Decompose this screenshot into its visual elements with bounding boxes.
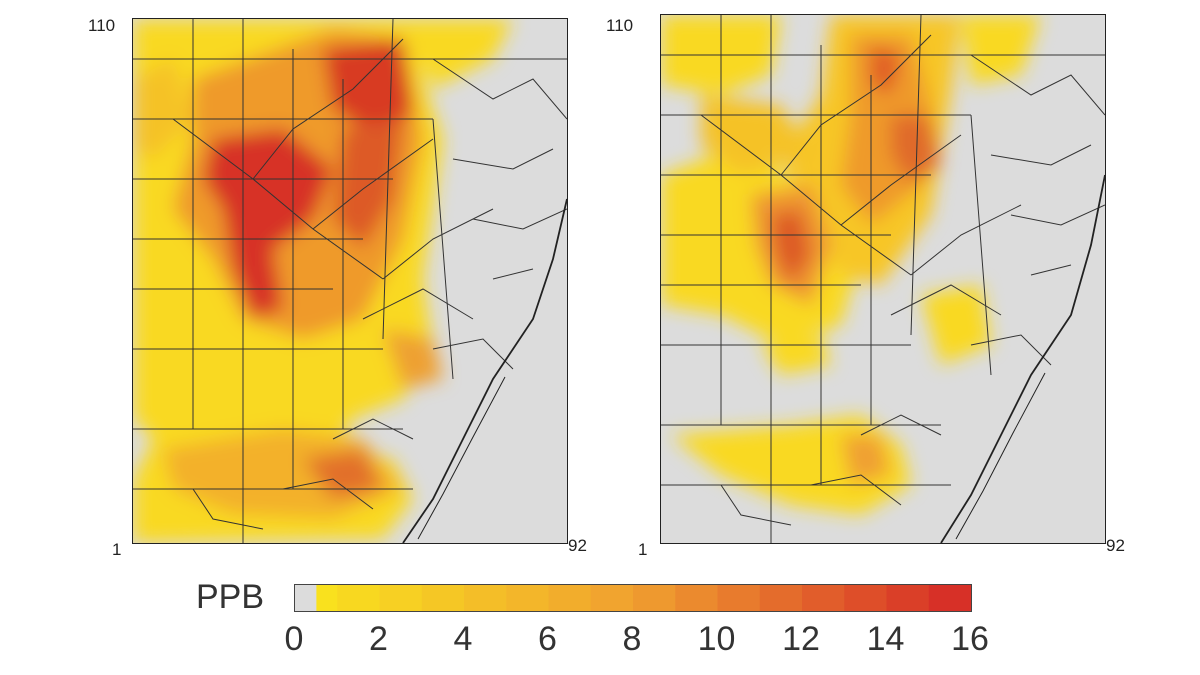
left-county-lines (133, 19, 567, 543)
legend-tick-label: 0 (284, 620, 304, 658)
legend-tick-label: 4 (453, 620, 473, 658)
right-map-svg (661, 15, 1105, 543)
legend-swatch (675, 585, 718, 611)
legend-swatch (844, 585, 887, 611)
left-map-svg (133, 19, 567, 543)
legend-swatch (548, 585, 592, 611)
right-map-x-max-label: 92 (1106, 536, 1125, 555)
right-county-lines (661, 15, 1105, 543)
legend-swatch (717, 585, 761, 611)
legend-tick-label: 8 (622, 620, 642, 658)
left-coastline (402, 198, 567, 543)
left-map-origin-label: 1 (112, 540, 122, 559)
legend-swatch (506, 585, 549, 611)
legend-swatch (295, 585, 317, 611)
legend-swatch (759, 585, 803, 611)
legend-swatch (886, 585, 930, 611)
legend-swatch (337, 585, 380, 611)
right-map-origin-label: 1 (638, 540, 648, 559)
legend-swatch (928, 585, 971, 611)
legend-title: PPB (196, 578, 265, 616)
right-coastline (940, 174, 1105, 543)
left-map-y-max-label: 110 (88, 16, 116, 35)
legend-color-bar-svg (295, 585, 971, 611)
legend-swatch (590, 585, 634, 611)
legend-tick-label: 6 (538, 620, 557, 658)
right-map (660, 14, 1106, 544)
legend-color-bar (294, 584, 972, 612)
legend-swatch (464, 585, 507, 611)
legend-swatch (802, 585, 845, 611)
legend-swatch (421, 585, 465, 611)
legend-swatch (316, 585, 338, 611)
legend-tick-label: 10 (697, 620, 736, 658)
legend-tick-label: 16 (951, 620, 989, 658)
legend-tick-label: 12 (782, 620, 820, 658)
legend-tick-label: 2 (369, 620, 388, 658)
right-map-y-max-label: 110 (606, 16, 634, 35)
left-map-x-max-label: 92 (568, 536, 587, 555)
left-concentration-field (133, 19, 513, 543)
legend-swatch (379, 585, 423, 611)
left-sea (403, 199, 567, 543)
legend-swatch (633, 585, 676, 611)
left-map (132, 18, 568, 544)
right-concentration-field (661, 15, 1041, 515)
right-sea (941, 175, 1105, 543)
legend-tick-label: 14 (866, 620, 905, 658)
